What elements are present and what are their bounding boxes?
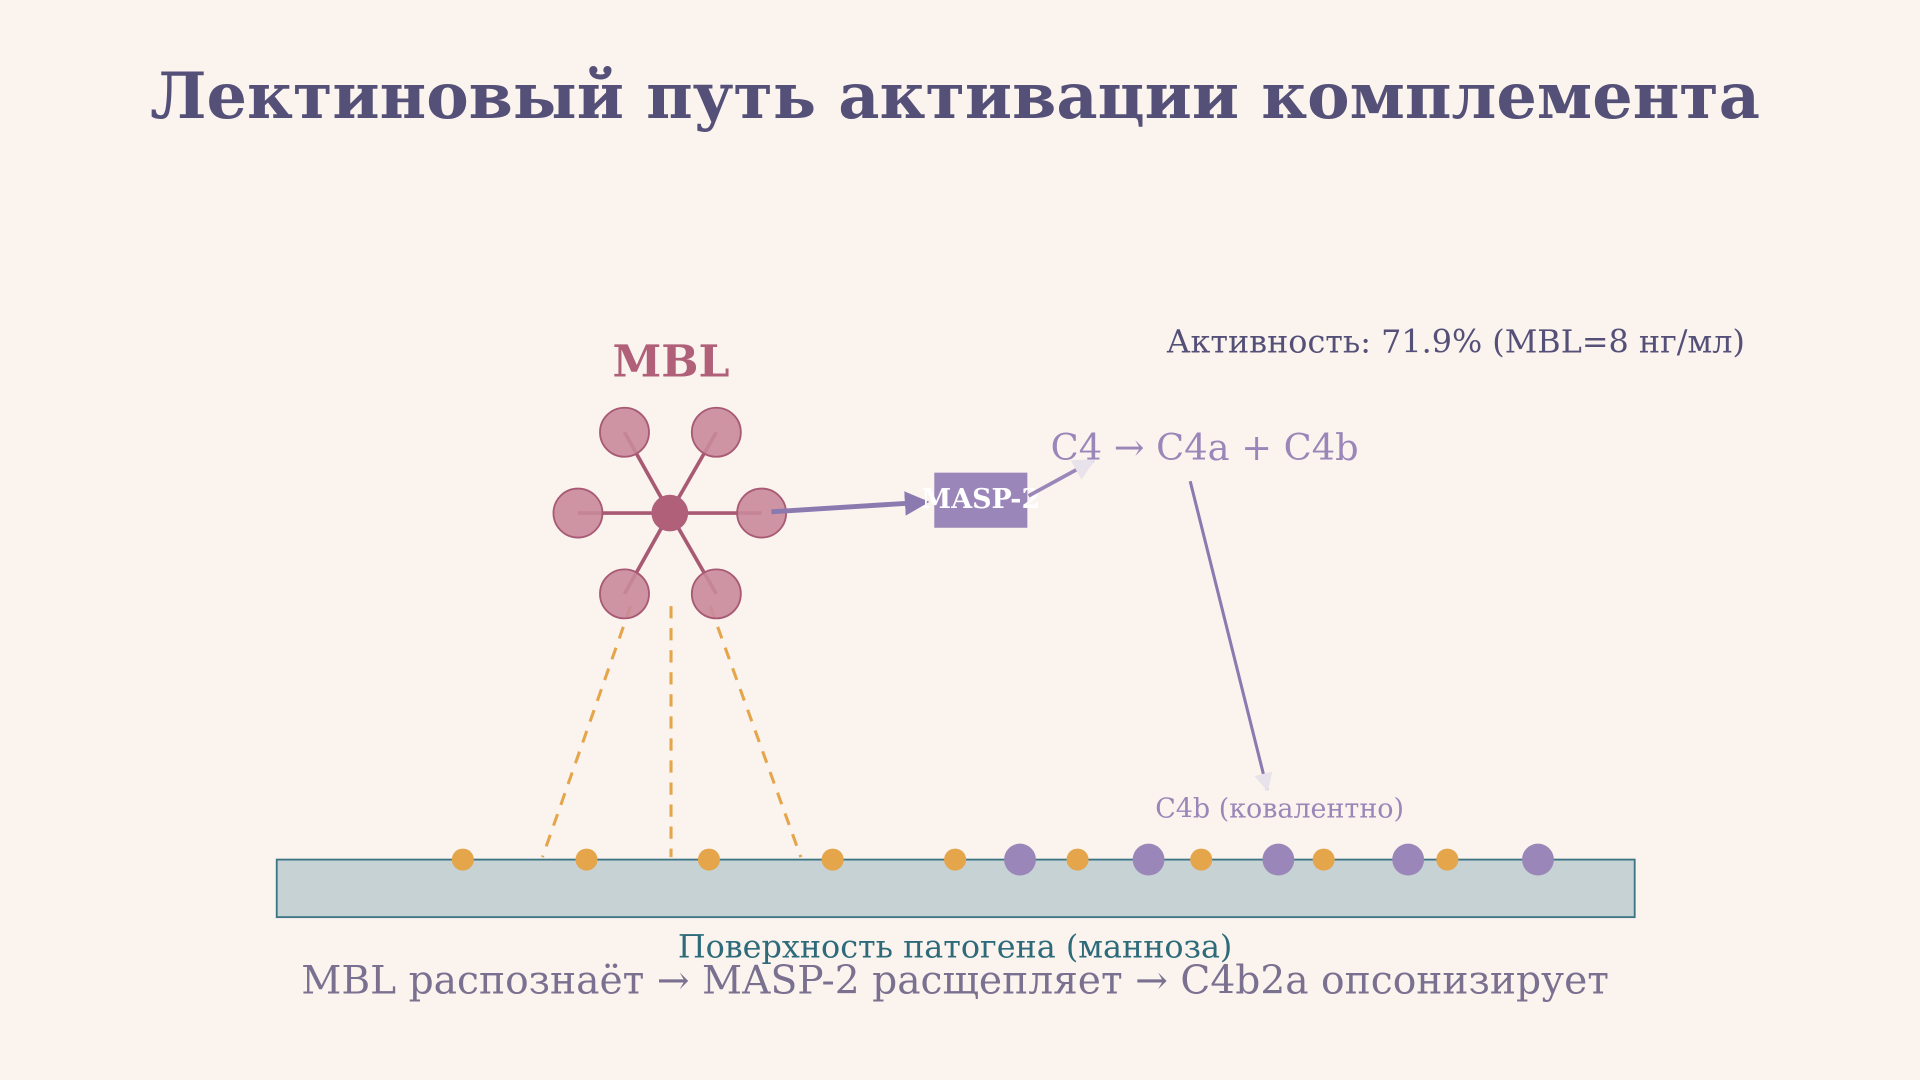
arrow [1027, 458, 1096, 498]
surface-label: Поверхность патогена (манноза) [678, 927, 1233, 965]
mannose-dots [451, 848, 1459, 871]
arrow [1188, 480, 1273, 792]
mbl-molecule [552, 406, 788, 620]
mbl-label: MBL [612, 336, 729, 387]
c4b-label: C4b (ковалентно) [1155, 794, 1404, 825]
binding-lines [541, 605, 803, 858]
title: Лектиновый путь активации комплемента [150, 59, 1760, 134]
arrow [771, 491, 930, 516]
masp-label: MASP-2 [921, 484, 1040, 515]
c4b-dots [1004, 843, 1554, 876]
activity: Активность: 71.9% (MBL=8 нг/мл) [1166, 323, 1745, 361]
masp-box [934, 472, 1028, 528]
reaction: C4 → C4a + C4b [1051, 426, 1359, 469]
footer: MBL распознаёт → MASP-2 расщепляет → C4b… [301, 958, 1609, 1003]
